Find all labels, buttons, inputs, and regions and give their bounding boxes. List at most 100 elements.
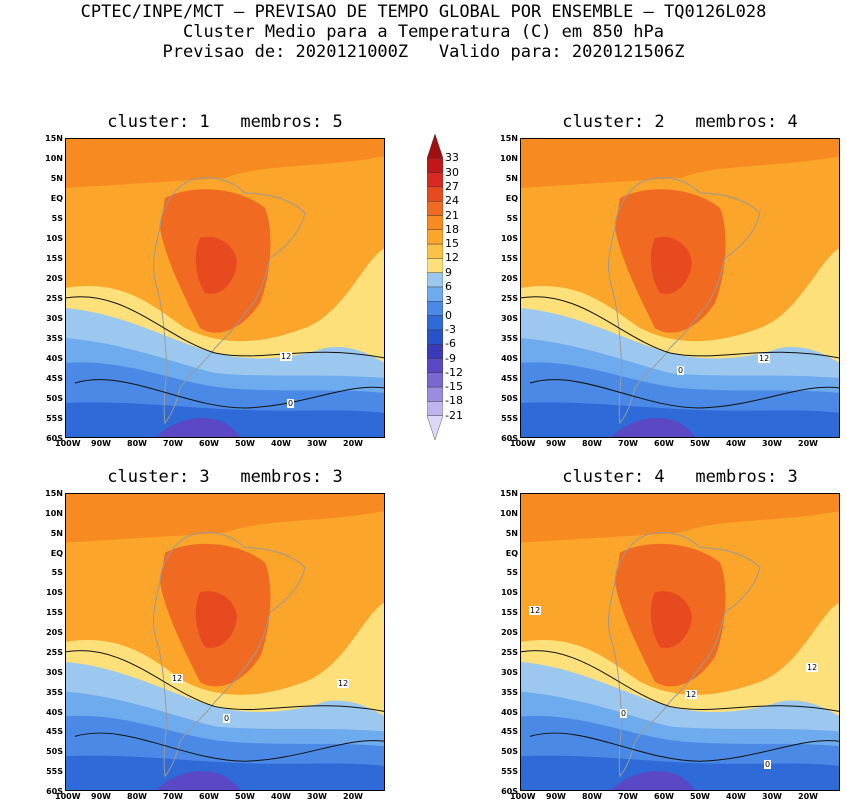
violet-patch [155, 418, 241, 438]
lon-tick-label: 90W [91, 792, 111, 801]
lat-tick-label: 55S [501, 767, 518, 777]
contour-line [65, 650, 385, 713]
colorbar-label: 15 [445, 237, 459, 251]
colorbar-label: 33 [445, 151, 459, 165]
lon-tick-label: 100W [55, 792, 81, 801]
lat-tick-label: 50S [501, 394, 518, 403]
colorbar-label: 21 [445, 208, 459, 222]
lat-tick-label: 15N [45, 134, 63, 143]
lon-tick-label: 30W [762, 792, 782, 801]
contour-label: 0 [764, 760, 772, 769]
lon-tick-label: 80W [127, 792, 147, 801]
lat-tick-label: 15S [46, 254, 63, 263]
panel-title: cluster: 1 membros: 5 [107, 112, 343, 132]
contour-label: 12 [529, 606, 542, 615]
colorbar-swatch [427, 272, 443, 288]
dark-blue-band [65, 755, 385, 791]
lon-tick-label: 60W [654, 439, 674, 448]
lat-tick-label: 20S [46, 274, 63, 283]
lon-tick-label: 60W [199, 439, 219, 448]
lon-tick-label: 60W [654, 792, 674, 801]
lat-tick-label: 40S [46, 354, 63, 363]
temperature-map-panel [520, 493, 840, 791]
colorbar-label: 30 [445, 165, 459, 179]
lat-tick-label: EQ [505, 194, 518, 203]
hottest-core [195, 591, 237, 648]
panel-title: cluster: 2 membros: 4 [562, 112, 798, 132]
lat-tick-label: 30S [501, 314, 518, 323]
contour-line [65, 296, 385, 359]
colorbar-swatch [427, 329, 443, 345]
lat-tick-label: 40S [501, 707, 518, 717]
colorbar-swatch [427, 158, 443, 173]
lat-tick-label: 10S [501, 588, 518, 598]
lon-tick-label: 50W [690, 439, 710, 448]
lon-tick-label: 20W [798, 439, 818, 448]
colorbar-swatch [427, 215, 443, 231]
lat-tick-label: 5N [50, 174, 63, 183]
lat-tick-label: 20S [46, 628, 63, 638]
contour-label: 0 [677, 366, 685, 375]
lon-tick-label: 100W [55, 439, 81, 448]
lat-tick-label: 60S [46, 434, 63, 443]
warm-band [65, 493, 385, 543]
contour-line [529, 732, 840, 762]
lat-tick-label: 35S [501, 687, 518, 697]
lat-tick-label: 55S [501, 414, 518, 423]
lat-tick-label: 15S [46, 608, 63, 618]
lat-tick-label: 10S [46, 234, 63, 243]
colorbar-swatch [427, 315, 443, 331]
lon-tick-label: 50W [235, 439, 255, 448]
lon-tick-label: 50W [235, 792, 255, 801]
contour-label: 0 [620, 709, 628, 718]
contour-label: 0 [287, 399, 295, 408]
lat-tick-label: 10N [45, 154, 63, 163]
lat-tick-label: 55S [46, 414, 63, 423]
lat-tick-label: 10S [501, 234, 518, 243]
colorbar-label: -9 [445, 351, 456, 365]
lat-tick-label: 30S [46, 667, 63, 677]
colorbar-label: -21 [445, 408, 463, 422]
colorbar-label: 12 [445, 251, 459, 265]
lon-tick-label: 100W [510, 439, 536, 448]
lat-tick-label: 15N [500, 489, 518, 498]
lon-tick-label: 80W [582, 439, 602, 448]
lon-tick-label: 40W [726, 439, 746, 448]
south-america-outline [608, 177, 761, 425]
south-america-outline [608, 532, 761, 778]
contour-line [74, 732, 385, 762]
lon-tick-label: 30W [307, 792, 327, 801]
lat-tick-label: 50S [46, 394, 63, 403]
lon-tick-label: 70W [163, 439, 183, 448]
violet-patch [155, 771, 241, 791]
lat-tick-label: 20S [501, 628, 518, 638]
lat-tick-label: 10N [500, 508, 518, 518]
temperature-map-panel [65, 138, 385, 438]
lon-tick-label: 80W [582, 792, 602, 801]
lon-tick-label: 50W [690, 792, 710, 801]
lat-tick-label: 10N [45, 508, 63, 518]
lat-tick-label: 15S [501, 608, 518, 618]
colorbar-label: 3 [445, 294, 452, 308]
colorbar-swatch [427, 229, 443, 245]
panel-title: cluster: 4 membros: 3 [562, 467, 798, 487]
lat-tick-label: 60S [501, 434, 518, 443]
lat-tick-label: 30S [46, 314, 63, 323]
south-america-outline [153, 532, 306, 778]
dark-blue-band [520, 755, 840, 791]
lon-tick-label: 70W [163, 792, 183, 801]
lat-tick-label: 5S [506, 214, 518, 223]
lat-tick-label: 60S [46, 787, 63, 796]
map-frame [65, 493, 385, 791]
colorbar-swatch [427, 286, 443, 302]
lat-tick-label: 25S [46, 647, 63, 657]
colorbar-label: -12 [445, 365, 463, 379]
lat-tick-label: 5S [51, 568, 63, 578]
colorbar-label: -3 [445, 322, 456, 336]
colorbar-swatch [427, 258, 443, 273]
lat-tick-label: 30S [501, 667, 518, 677]
lat-tick-label: 50S [501, 747, 518, 757]
lat-tick-label: 25S [501, 647, 518, 657]
lat-tick-label: 10S [46, 588, 63, 598]
hottest-core [650, 591, 692, 648]
